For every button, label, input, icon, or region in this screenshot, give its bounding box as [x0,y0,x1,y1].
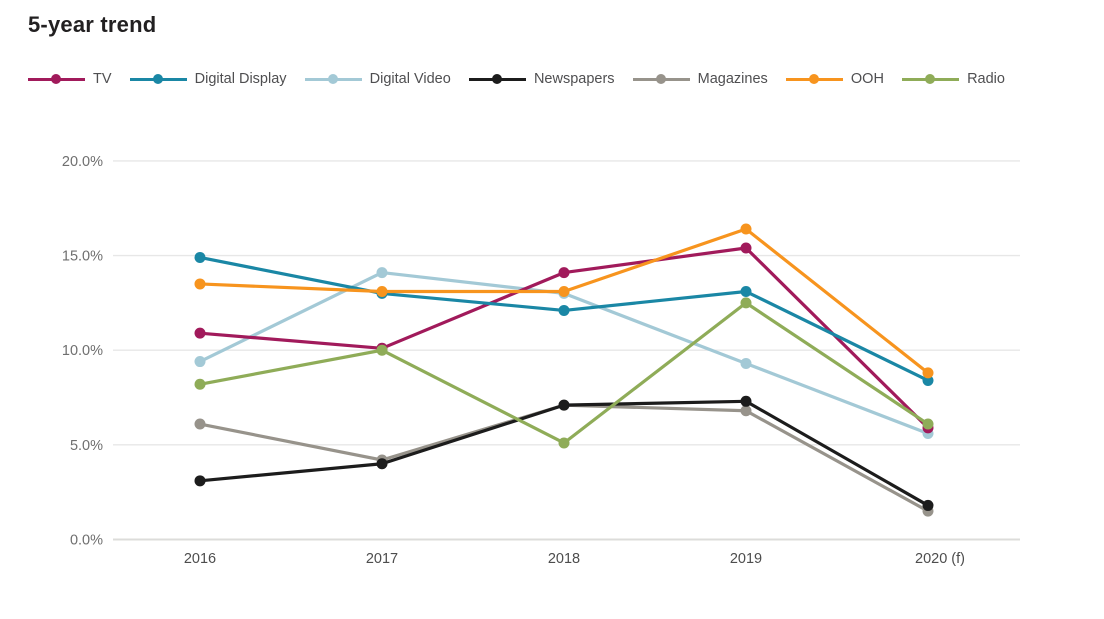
x-tick-label: 2019 [730,551,762,567]
point-radio-2016[interactable] [194,378,206,390]
y-tick-label: 10.0% [62,343,103,359]
point-tv-2016[interactable] [194,327,206,339]
x-tick-label: 2017 [366,551,398,567]
point-digital-video-2016[interactable] [194,356,206,368]
legend-label: Radio [967,71,1005,87]
point-radio-2019[interactable] [740,297,752,309]
legend: TV Digital Display Digital Video Newspap… [28,69,1005,89]
legend-label: OOH [850,71,884,87]
point-ooh-2019[interactable] [740,223,752,235]
point-newspapers-2017[interactable] [376,458,388,470]
point-digital-display-2016[interactable] [194,251,206,263]
point-radio-2020f[interactable] [922,418,934,430]
point-newspapers-2018[interactable] [558,399,570,411]
point-ooh-2017[interactable] [376,286,388,298]
line-newspapers [198,399,930,508]
point-newspapers-2019[interactable] [740,395,752,407]
x-tick-label: 2020 (f) [915,551,965,567]
point-tv-2019[interactable] [740,242,752,254]
point-digital-display-2020f[interactable] [922,374,934,386]
point-digital-video-2017[interactable] [376,267,388,279]
point-digital-video-2019[interactable] [740,357,752,369]
legend-item-magazines: Magazines [632,71,768,87]
point-newspapers-2016[interactable] [194,475,206,487]
x-tick-label: 2016 [184,551,216,567]
legend-item-ooh: OOH [785,71,884,87]
legend-item-digital-display: Digital Display [129,71,287,87]
point-radio-2018[interactable] [558,437,570,449]
legend-line-dot-marker [28,74,85,84]
legend-line-dot-marker [902,74,960,84]
point-tv-2018[interactable] [558,267,570,279]
point-newspapers-2020f[interactable] [922,499,934,511]
line-magazines [198,403,930,513]
point-radio-2017[interactable] [376,344,388,356]
legend-item-digital-video: Digital Video [304,71,451,87]
legend-label: Digital Display [194,71,287,87]
line-radio [198,301,930,445]
point-magazines-2016[interactable] [194,418,206,430]
point-ooh-2020f[interactable] [922,367,934,379]
y-tick-label: 15.0% [62,249,103,265]
point-magazines-2019[interactable] [740,405,752,417]
legend-line-dot-marker [129,74,187,84]
legend-item-newspapers: Newspapers [468,71,615,87]
y-tick-label: 5.0% [70,438,103,454]
point-digital-display-2018[interactable] [558,304,570,316]
legend-line-dot-marker [785,74,843,84]
legend-line-dot-marker [304,74,362,84]
legend-label: Magazines [697,71,768,87]
legend-line-dot-marker [468,74,526,84]
legend-label: Newspapers [533,71,615,87]
y-tick-label: 0.0% [70,533,103,549]
legend-label: Digital Video [369,71,451,87]
legend-line-dot-marker [632,74,690,84]
point-digital-display-2019[interactable] [740,286,752,298]
x-tick-label: 2018 [548,551,580,567]
legend-item-radio: Radio [902,71,1005,87]
legend-label: TV [93,71,112,87]
y-tick-label: 20.0% [62,154,103,170]
chart-title: 5-year trend [28,12,157,37]
legend-item-tv: TV [28,71,112,87]
point-ooh-2016[interactable] [194,278,206,290]
point-ooh-2018[interactable] [558,286,570,298]
